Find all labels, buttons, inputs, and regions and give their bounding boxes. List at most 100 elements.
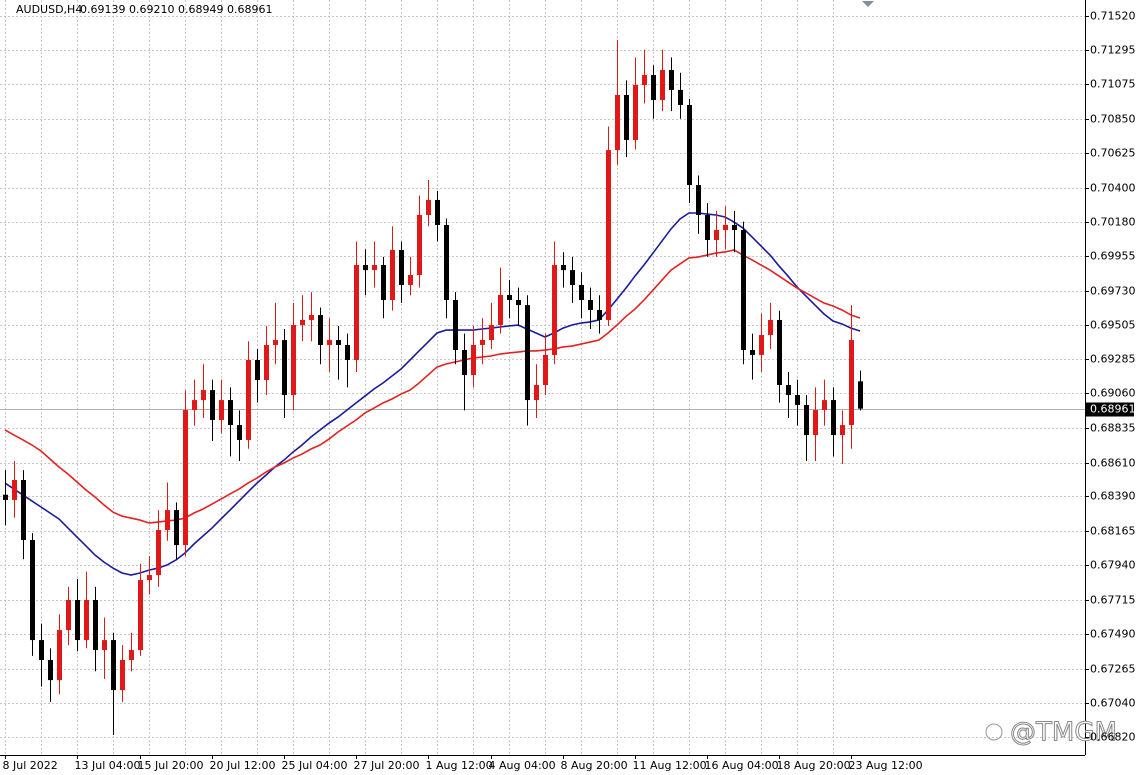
candle-body [705,214,710,241]
ohlc-label: 0.69139 0.69210 0.68949 0.68961 [80,3,272,16]
candle-body [174,510,179,546]
candle-body [507,294,512,301]
candle-body [57,630,62,681]
candle-body [381,265,386,301]
x-tick-label: 8 Aug 20:00 [561,759,628,772]
candle-body [183,410,188,546]
candle-body [390,249,395,301]
y-tick-label: 0.69730 [1090,285,1136,298]
x-tick-label: 8 Jul 2022 [3,759,58,772]
candle-body [498,294,503,326]
candle-body [336,340,341,345]
candle-body [264,344,269,380]
candle-body [129,650,134,661]
candle-body [399,249,404,285]
x-tick-label: 13 Jul 04:00 [75,759,141,772]
candle-body [579,284,584,301]
candle-body [156,530,161,575]
grid [0,0,1085,755]
y-tick-label: 0.68610 [1090,457,1136,470]
candle-body [408,274,413,285]
candle-body [219,400,224,421]
candle-body [642,75,647,86]
candle-body [75,600,80,641]
candle-body [669,69,674,90]
candle-body [228,400,233,426]
candle-body [750,350,755,355]
candle-body [30,540,35,641]
candle-body [237,425,242,440]
candle-body [417,214,422,275]
candle-body [516,300,521,306]
y-tick-label: 0.67715 [1090,594,1136,607]
candle-body [192,400,197,411]
candle-body [246,360,251,440]
candle-body [858,381,863,409]
y-tick-label: 0.69285 [1090,353,1136,366]
candle-body [840,425,845,436]
y-tick-label: 0.71520 [1090,10,1136,23]
candle-body [102,640,107,651]
candle-body [606,150,611,320]
x-tick-label: 1 Aug 12:00 [426,759,493,772]
y-tick-label: 0.68390 [1090,490,1136,503]
candle-body [300,319,305,326]
candle-body [525,305,530,401]
candle-body [768,319,773,335]
y-tick-label: 0.69060 [1090,387,1136,400]
candle-body [813,410,818,436]
candle-body [111,640,116,691]
candle-body [120,660,125,691]
candle-body [633,85,638,140]
x-tick-label: 15 Jul 20:00 [138,759,204,772]
candle-body [624,94,629,140]
candle-body [687,104,692,186]
candle-body [732,224,737,231]
candle-body [561,265,566,271]
candle-body [777,319,782,386]
candle-body [678,89,683,105]
y-tick-label: 0.70625 [1090,147,1136,160]
watermark-group: @TMGM [985,717,1117,748]
candle-body [660,69,665,101]
candle-body [741,230,746,351]
candle-body [588,300,593,310]
y-tick-label: 0.67940 [1090,559,1136,572]
candle-body [714,230,719,241]
candle-body [93,600,98,651]
candle-body [462,350,467,376]
candle-body [615,94,620,151]
current-price-box [1086,402,1134,417]
y-tick-label: 0.71075 [1090,78,1136,91]
y-tick-label: 0.67040 [1090,697,1136,710]
candle-body [471,344,476,376]
candle-body [147,574,152,581]
candle-body [48,660,53,681]
y-tick-label: 0.66820 [1090,731,1136,744]
x-tick-label: 25 Jul 04:00 [282,759,348,772]
candle-body [291,325,296,395]
candle-body [597,309,602,320]
watermark: @TMGM [1010,718,1117,748]
candle-body [138,580,143,651]
candle-body [570,270,575,285]
x-tick-label: 4 Aug 04:00 [489,759,556,772]
candle-body [552,265,557,355]
candle-body [453,300,458,351]
y-tick-label: 0.69955 [1090,250,1136,263]
moving-average-line [4,212,861,576]
candle-body [39,640,44,661]
candle-body [822,400,827,411]
x-tick-label: 11 Aug 12:00 [633,759,707,772]
candle-body [435,199,440,225]
y-tick-label: 0.71295 [1090,44,1136,57]
chart-shift-marker [862,1,874,7]
candle-body [21,480,26,541]
y-tick-label: 0.68835 [1090,422,1136,435]
y-tick-label: 0.67265 [1090,663,1136,676]
candle-body [309,315,314,320]
candle-body [66,600,71,631]
candle-body [786,385,791,395]
y-tick-label: 0.70850 [1090,113,1136,126]
